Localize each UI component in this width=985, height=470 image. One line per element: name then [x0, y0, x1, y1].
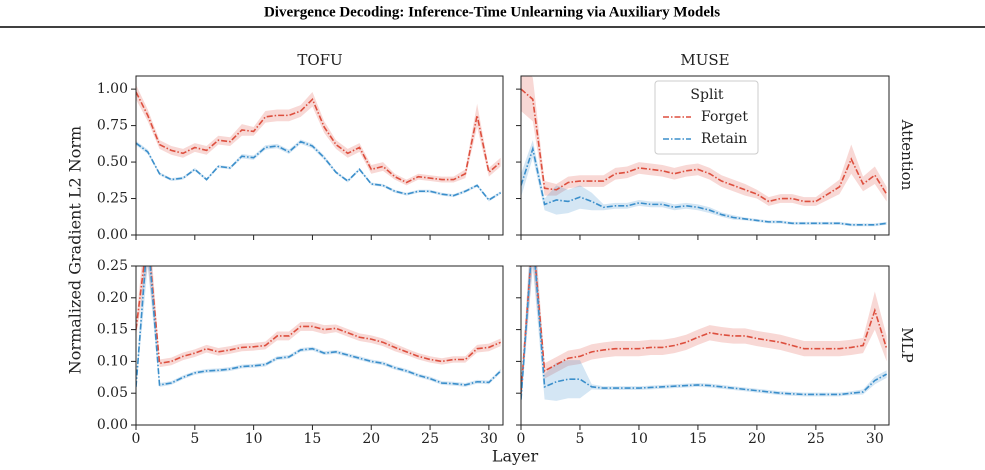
axes-frame [520, 75, 890, 236]
y-tick-label: 0.25 [97, 258, 128, 274]
x-tick-label: 25 [807, 431, 825, 447]
column-title: MUSE [680, 51, 729, 69]
x-tick-label: 5 [190, 431, 199, 447]
y-tick-label: 1.00 [97, 81, 128, 97]
column-title: TOFU [297, 51, 342, 69]
series-line [521, 145, 887, 226]
x-tick-label: 20 [362, 431, 380, 447]
x-tick-label: 30 [866, 431, 884, 447]
x-tick-label: 0 [132, 431, 141, 447]
axes-frame [135, 75, 504, 236]
legend-label: Retain [701, 131, 747, 147]
confidence-band [521, 140, 887, 227]
legend-label: Forget [701, 109, 748, 125]
legend-box [654, 80, 759, 155]
x-tick-label: 0 [517, 431, 526, 447]
legend-title: Split [690, 87, 724, 103]
axes-frame [135, 265, 504, 426]
plot-area [136, 266, 502, 391]
series-line [136, 266, 501, 365]
plot-area [136, 84, 502, 202]
x-tick-label: 10 [245, 431, 263, 447]
x-tick-label: 5 [576, 431, 585, 447]
plot-area [521, 266, 888, 406]
y-axis-label: Normalized Gradient L2 Norm [66, 126, 85, 374]
confidence-band [521, 266, 887, 400]
x-tick-label: 25 [421, 431, 439, 447]
series-line [521, 266, 888, 400]
y-tick-label: 0.00 [97, 417, 128, 433]
series-line [136, 91, 502, 184]
row-title: MLP [898, 327, 916, 362]
axes-frame [520, 265, 890, 426]
x-tick-label: 30 [480, 431, 498, 447]
series-line [136, 266, 502, 387]
y-tick-label: 0.15 [97, 322, 128, 338]
y-tick-label: 0.00 [97, 227, 128, 243]
row-title: Attention [898, 119, 916, 191]
y-tick-label: 0.75 [97, 118, 128, 134]
y-tick-label: 0.25 [97, 191, 128, 207]
confidence-band [521, 266, 887, 406]
page-header: Divergence Decoding: Inference-Time Unle… [264, 4, 720, 20]
confidence-band [136, 84, 501, 186]
x-tick-label: 10 [630, 431, 648, 447]
plot-area [521, 76, 888, 227]
y-tick-label: 0.05 [97, 385, 128, 401]
y-tick-label: 0.50 [97, 154, 128, 170]
x-tick-label: 20 [748, 431, 766, 447]
y-tick-label: 0.20 [97, 290, 128, 306]
y-tick-label: 0.10 [97, 353, 128, 369]
confidence-band [521, 76, 887, 206]
x-tick-label: 15 [304, 431, 322, 447]
series-line [136, 140, 502, 202]
x-axis-label: Layer [492, 447, 539, 466]
series-line [521, 266, 888, 394]
confidence-band [136, 139, 501, 202]
confidence-band [136, 266, 501, 368]
x-tick-label: 15 [689, 431, 707, 447]
